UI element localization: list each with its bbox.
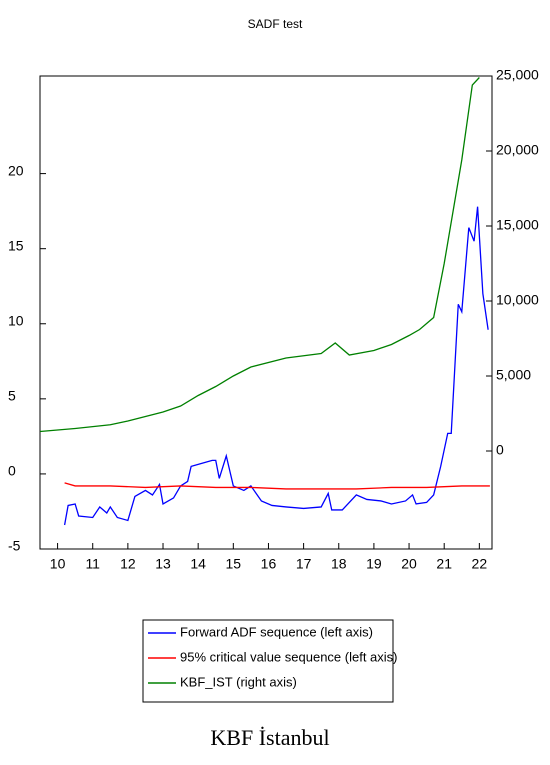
- x-tick-label: 10: [50, 556, 66, 572]
- y-tick-label: 10: [8, 312, 24, 328]
- y-tick-label: 20: [8, 162, 24, 178]
- x-tick-label: 19: [366, 556, 382, 572]
- y-tick-label: 15: [8, 237, 24, 253]
- x-tick-label: 14: [190, 556, 206, 572]
- series-line: [64, 482, 490, 490]
- chart-title: SADF test: [248, 17, 303, 31]
- legend-label: Forward ADF sequence (left axis): [180, 624, 373, 639]
- x-tick-label: 13: [155, 556, 171, 572]
- x-tick-label: 17: [296, 556, 312, 572]
- series-line: [39, 77, 480, 433]
- x-tick-label: 21: [436, 556, 452, 572]
- x-tick-label: 11: [85, 556, 100, 572]
- x-tick-label: 18: [331, 556, 347, 572]
- y-tick-label: 0: [8, 463, 16, 479]
- caption: KBF İstanbul: [210, 725, 329, 750]
- legend-box: [142, 619, 394, 703]
- x-tick-label: 22: [472, 556, 488, 572]
- legend-label: 95% critical value sequence (left axis): [180, 649, 398, 664]
- y2-tick-label: 10,000: [496, 292, 539, 308]
- y-tick-label: 5: [8, 388, 16, 404]
- y2-tick-label: 0: [496, 442, 504, 458]
- plot-frame: [39, 75, 493, 550]
- x-tick-label: 16: [261, 556, 277, 572]
- y-tick-label: -5: [8, 538, 21, 554]
- y2-tick-label: 5,000: [496, 367, 531, 383]
- y2-tick-label: 15,000: [496, 217, 539, 233]
- y2-tick-label: 25,000: [496, 67, 539, 83]
- x-tick-label: 15: [226, 556, 242, 572]
- x-tick-label: 12: [120, 556, 136, 572]
- legend-label: KBF_IST (right axis): [180, 674, 297, 689]
- y2-tick-label: 20,000: [496, 142, 539, 158]
- x-tick-label: 20: [401, 556, 417, 572]
- series-line: [63, 206, 489, 526]
